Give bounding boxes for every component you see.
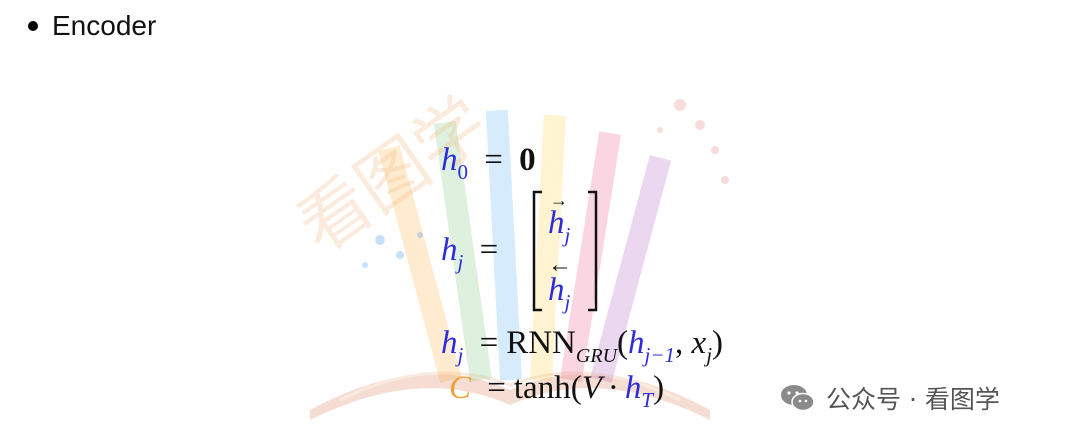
eq3-arg2-sub: j <box>706 343 713 367</box>
footer-brand-text: 公众号 · 看图学 <box>826 385 1000 414</box>
eq4-lhs-var: C <box>449 370 472 406</box>
eq2-lhs-var: h <box>441 232 458 268</box>
eq2-bottom-entry: hj <box>548 272 570 315</box>
eq3-lhs-sub: j <box>457 343 464 367</box>
left-bracket <box>532 190 542 312</box>
eq1-lhs-var: h <box>441 142 458 178</box>
eq3-lhs-var: h <box>441 325 458 361</box>
right-bracket <box>588 190 598 312</box>
eq1-rhs: 0 <box>519 142 536 178</box>
eq3-arg1-var: h <box>628 325 645 361</box>
eq2-bottom-sub: j <box>564 290 571 314</box>
eq4-arg-sub: T <box>641 388 654 412</box>
eq2-equals: = <box>479 232 499 268</box>
footer-brand: 公众号 · 看图学 <box>780 380 1000 416</box>
eq2-top-sub: j <box>564 223 571 247</box>
eq3-open-paren: ( <box>617 325 629 361</box>
eq2-top-entry: hj <box>548 205 570 248</box>
eq3-arg1-sub: j−1 <box>644 343 676 367</box>
eq4-equals: = <box>487 370 506 406</box>
eq1-lhs-sub: 0 <box>457 160 469 184</box>
eq4-func: tanh <box>513 370 571 406</box>
eq4-dot: · <box>607 370 619 406</box>
eq3-func-sub: GRU <box>575 345 618 367</box>
equation-hj-bidir-lhs: hj = <box>441 232 506 275</box>
eq2-top-var: h <box>548 205 565 241</box>
eq2-bottom-var: h <box>548 272 565 308</box>
eq1-equals: = <box>484 142 503 178</box>
eq2-vector <box>532 190 598 312</box>
watermark-logo: 看图学 <box>283 81 729 420</box>
eq4-close-paren: ) <box>653 370 665 406</box>
wechat-icon <box>781 385 815 412</box>
eq2-top-arrow: → <box>550 190 568 210</box>
eq3-arg2-var: x <box>691 325 707 361</box>
eq2-lhs-sub: j <box>457 250 464 274</box>
equation-hj-rnn: hj = RNNGRU(hj−1, xj) <box>441 325 723 368</box>
eq4-arg-var: h <box>624 370 642 406</box>
bullet-dot <box>28 21 38 31</box>
eq3-func: RNN <box>506 325 576 361</box>
bullet-item: Encoder <box>28 10 156 42</box>
eq4-open-paren: ( <box>570 370 582 406</box>
equation-context: C = tanh(V · hT) <box>449 370 664 413</box>
eq3-comma: , <box>675 325 692 361</box>
bullet-label: Encoder <box>52 10 157 41</box>
eq4-V: V <box>581 370 602 406</box>
equation-h0: h0 = 0 <box>441 142 536 185</box>
eq3-close-paren: ) <box>712 325 724 361</box>
eq3-equals: = <box>479 325 499 361</box>
eq2-bottom-arrow: ← <box>548 252 572 278</box>
